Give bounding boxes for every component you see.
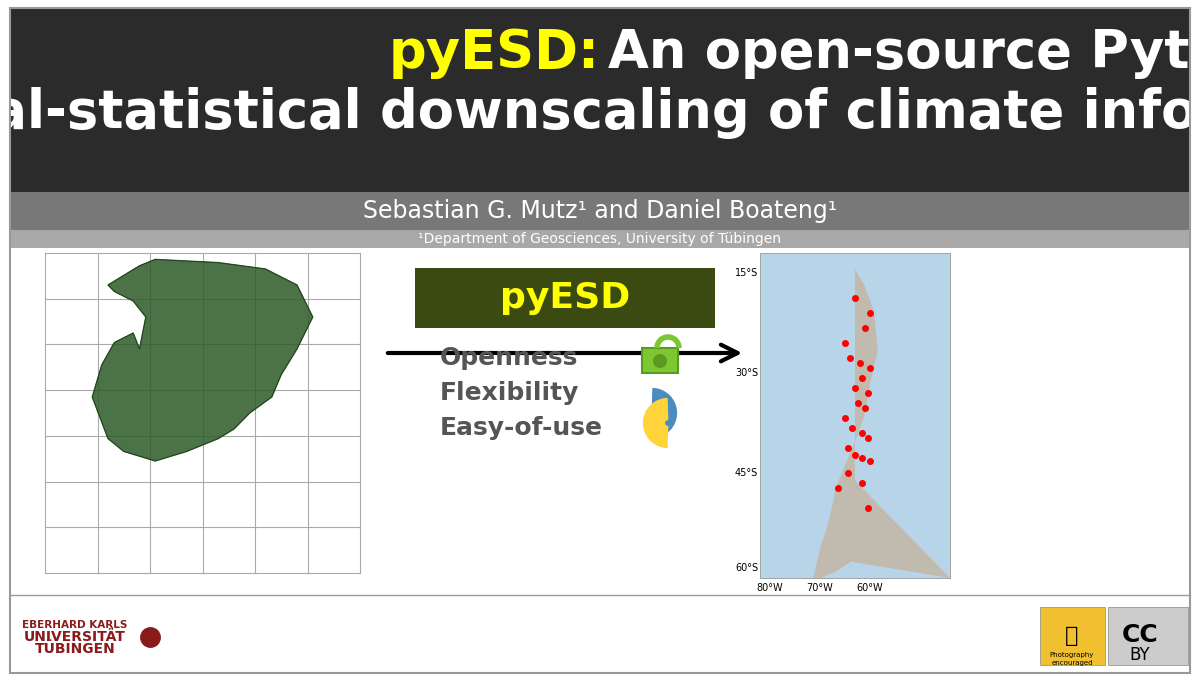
Bar: [760, 253, 950, 578]
Bar: [10, 248, 1190, 593]
Text: ¹Department of Geosciences, University of Tübingen: ¹Department of Geosciences, University o…: [419, 232, 781, 246]
Text: Flexibility: Flexibility: [440, 381, 580, 405]
Bar: [1040, 607, 1105, 665]
Text: 30°S: 30°S: [734, 368, 758, 378]
Text: Sebastian G. Mutz¹ and Daniel Boateng¹: Sebastian G. Mutz¹ and Daniel Boateng¹: [362, 199, 838, 223]
Text: Easy-of-use: Easy-of-use: [440, 416, 604, 440]
Text: 60°S: 60°S: [734, 563, 758, 573]
Bar: [10, 192, 1190, 230]
Bar: [415, 268, 715, 328]
Text: 15°S: 15°S: [734, 268, 758, 278]
Text: CC: CC: [1122, 623, 1158, 647]
Text: UNIVERSITÄT: UNIVERSITÄT: [24, 630, 126, 644]
FancyArrowPatch shape: [388, 345, 738, 361]
Text: 80°W: 80°W: [757, 583, 784, 593]
Text: empirical-statistical downscaling of climate information: empirical-statistical downscaling of cli…: [0, 87, 1200, 139]
Text: 60°W: 60°W: [857, 583, 883, 593]
Text: pyESD:: pyESD:: [389, 27, 600, 79]
Text: 45°S: 45°S: [734, 468, 758, 478]
Text: pyESD: pyESD: [500, 281, 630, 315]
Text: EBERHARD KARLS: EBERHARD KARLS: [23, 620, 127, 630]
Polygon shape: [814, 269, 950, 578]
Polygon shape: [642, 348, 678, 373]
Text: TÜBINGEN: TÜBINGEN: [35, 642, 115, 656]
Text: 70°W: 70°W: [806, 583, 833, 593]
Text: 📷: 📷: [1066, 626, 1079, 646]
Bar: [1108, 607, 1188, 665]
Text: BY: BY: [1129, 646, 1151, 664]
Text: Openness: Openness: [440, 346, 578, 370]
Bar: [10, 595, 1190, 673]
Circle shape: [653, 354, 667, 368]
Text: Photography
encouraged: Photography encouraged: [1050, 652, 1094, 665]
Polygon shape: [92, 260, 313, 461]
Bar: [10, 230, 1190, 248]
Bar: [10, 8, 1190, 193]
Text: An open-source Python framework for: An open-source Python framework for: [608, 27, 1200, 79]
